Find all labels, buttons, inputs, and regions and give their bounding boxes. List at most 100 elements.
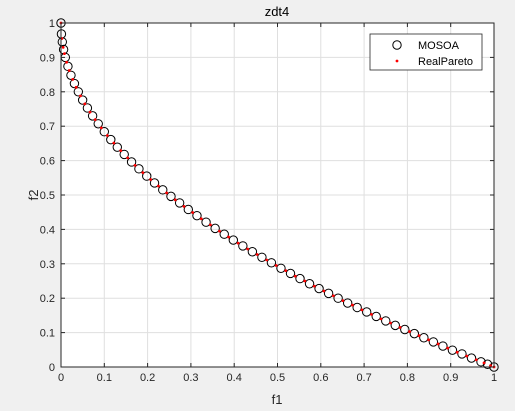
mosoa-point — [428, 337, 439, 347]
realpareto-point — [274, 264, 278, 267]
realpareto-point — [88, 110, 92, 114]
realpareto-point — [322, 289, 326, 293]
mosoa-point — [276, 263, 286, 273]
realpareto-point — [126, 156, 130, 160]
mosoa-point — [166, 191, 176, 202]
realpareto-point — [312, 284, 316, 288]
x-tick-label: 0.3 — [183, 372, 198, 384]
mosoa-point — [285, 268, 296, 279]
realpareto-point — [389, 321, 392, 325]
mosoa-point — [69, 78, 80, 89]
mosoa-point — [158, 185, 168, 195]
mosoa-point — [447, 345, 458, 355]
mosoa-point — [149, 178, 160, 188]
x-tick-label: 0.9 — [443, 372, 458, 384]
y-tick-label: 0.6 — [40, 156, 55, 168]
mosoa-point — [266, 258, 277, 268]
realpareto-point — [341, 299, 345, 303]
realpareto-point — [67, 69, 71, 72]
realpareto-point — [93, 118, 97, 122]
realpareto-point — [446, 346, 450, 350]
mosoa-point — [482, 359, 493, 369]
realpareto-point — [236, 241, 240, 245]
mosoa-point — [361, 307, 372, 317]
realpareto-point — [474, 358, 478, 362]
realpareto-point — [284, 269, 288, 273]
mosoa-point — [93, 119, 103, 129]
realpareto-point — [482, 361, 486, 365]
mosoa-point — [409, 328, 420, 339]
mosoa-point — [333, 293, 343, 303]
legend: MOSOA RealPareto — [369, 33, 483, 71]
realpareto-point — [360, 308, 364, 312]
mosoa-point — [126, 157, 137, 167]
legend-marker-mosoa — [392, 40, 402, 50]
realpareto-point — [218, 229, 221, 233]
mosoa-point — [257, 252, 267, 262]
y-tick-label: 0.8 — [40, 87, 55, 99]
realpareto-point — [199, 217, 203, 221]
realpareto-point — [379, 317, 383, 321]
mosoa-point — [371, 311, 381, 322]
mosoa-point — [342, 298, 353, 308]
mosoa-point — [323, 288, 334, 299]
mosoa-point — [73, 87, 84, 97]
x-tick-label: 0.2 — [140, 372, 155, 384]
mosoa-point — [112, 142, 122, 152]
mosoa-point — [314, 283, 324, 294]
y-tick-label: 0.3 — [40, 259, 55, 271]
y-tick-label: 0.7 — [40, 121, 55, 133]
mosoa-point — [400, 324, 410, 335]
x-tick-label: 1 — [491, 372, 497, 384]
chart-title: zdt4 — [265, 4, 290, 19]
realpareto-point — [489, 364, 492, 368]
realpareto-point — [265, 258, 269, 262]
realpareto-point — [427, 338, 431, 342]
mosoa-point — [219, 229, 229, 239]
realpareto-point — [63, 52, 66, 56]
y-tick-label: 0 — [49, 362, 55, 374]
mosoa-point — [466, 353, 477, 363]
realpareto-point — [71, 78, 75, 81]
realpareto-point — [149, 178, 153, 181]
mosoa-point — [119, 149, 129, 160]
legend-box — [369, 33, 483, 71]
realpareto-point — [141, 171, 145, 175]
mosoa-point — [87, 111, 98, 121]
x-tick-label: 0.6 — [313, 372, 328, 384]
mosoa-point — [142, 171, 152, 181]
x-tick-label: 0.4 — [227, 372, 242, 384]
mosoa-point — [438, 341, 448, 351]
mosoa-point — [457, 349, 467, 359]
mosoa-point — [295, 273, 305, 284]
mosoa-point — [174, 198, 185, 208]
y-tick-label: 1 — [49, 18, 55, 30]
realpareto-point — [331, 294, 335, 298]
mosoa-point — [476, 357, 486, 367]
realpareto-point — [455, 350, 459, 354]
x-tick-label: 0.7 — [356, 372, 371, 384]
y-axis-label: f2 — [26, 190, 41, 201]
realpareto-point — [99, 126, 103, 130]
mosoa-point — [238, 241, 248, 251]
realpareto-point — [61, 46, 65, 49]
realpareto-point — [182, 204, 186, 208]
mosoa-point — [419, 333, 429, 343]
x-tick-labels: 0 0.1 0.2 0.3 0.4 0.5 0.6 0.7 0.8 0.9 1 — [58, 372, 497, 384]
mosoa-point — [390, 320, 400, 331]
mosoa-point — [210, 223, 220, 234]
mosoa-point — [99, 127, 110, 137]
realpareto-point — [79, 94, 82, 98]
realpareto-point — [293, 274, 297, 278]
realpareto-point — [208, 223, 212, 227]
realpareto-point — [157, 184, 160, 188]
mosoa-point — [77, 95, 88, 105]
y-tick-label: 0.2 — [40, 293, 55, 305]
mosoa-point — [106, 134, 116, 145]
x-tick-label: 0.5 — [270, 372, 285, 384]
y-tick-label: 0.1 — [40, 328, 55, 340]
realpareto-point — [165, 191, 169, 195]
realpareto-point — [417, 334, 421, 338]
